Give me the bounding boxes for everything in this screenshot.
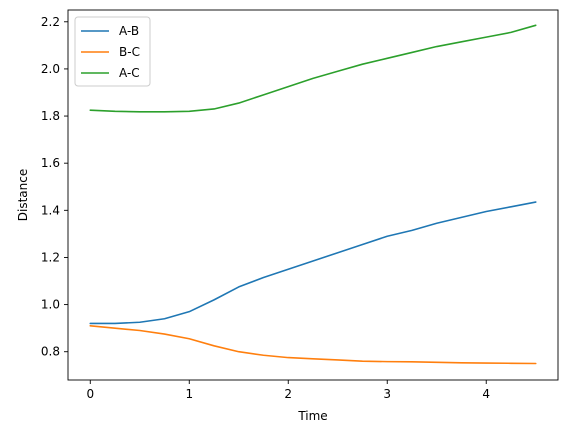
y-tick-label: 1.0 <box>41 298 60 312</box>
legend-label-a-b: A-B <box>119 24 139 38</box>
series-line-a-b <box>89 201 537 325</box>
legend-box <box>74 16 151 87</box>
plot-area <box>89 24 537 365</box>
y-tick-label: 1.6 <box>41 156 60 170</box>
legend-label-a-c: A-C <box>119 66 140 80</box>
y-tick-label: 1.8 <box>41 109 60 123</box>
legend: A-B B-C A-C <box>74 16 151 87</box>
x-axis-label: Time <box>297 409 327 423</box>
y-tick-label: 1.2 <box>41 250 60 264</box>
y-tick-label: 2.0 <box>41 62 60 76</box>
y-tick-label: 1.4 <box>41 203 60 217</box>
x-tick-label: 1 <box>185 387 193 401</box>
legend-label-b-c: B-C <box>119 45 140 59</box>
x-tick-label: 3 <box>383 387 391 401</box>
x-tick-label: 0 <box>86 387 94 401</box>
axes-frame <box>67 9 559 381</box>
axes: 0 1 2 3 4 0.8 1.0 1.2 1.4 1.6 1.8 2.0 2.2 <box>41 9 559 401</box>
series-line-b-c <box>89 324 537 365</box>
y-tick-label: 2.2 <box>41 15 60 29</box>
x-tick-label: 2 <box>284 387 292 401</box>
y-axis-label: Distance <box>16 169 30 221</box>
series-line-a-c <box>89 24 537 113</box>
y-tick-label: 0.8 <box>41 345 60 359</box>
x-tick-label: 4 <box>482 387 490 401</box>
